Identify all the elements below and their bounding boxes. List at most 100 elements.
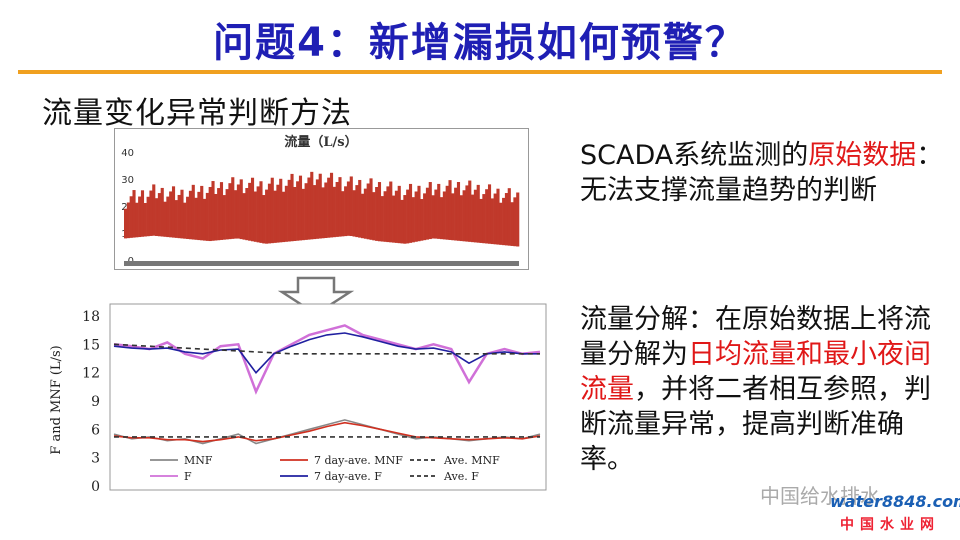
title-underline bbox=[18, 70, 942, 74]
chart1-flow-bar bbox=[341, 191, 345, 237]
chart1-flow-bar bbox=[180, 189, 184, 239]
chart2-legend-label: Ave. F bbox=[443, 470, 479, 483]
chart1-flow-bar bbox=[143, 202, 147, 237]
chart1-flow-bar bbox=[279, 178, 283, 243]
chart1-flow-bar bbox=[149, 190, 153, 236]
chart1-flow-bar bbox=[225, 189, 229, 240]
chart1-flow-bar bbox=[293, 186, 297, 241]
chart1-flow-bar bbox=[304, 183, 308, 240]
chart2-series-mnf bbox=[113, 419, 541, 445]
chart1-flow-bar bbox=[329, 172, 334, 238]
chart1-flow-bar bbox=[171, 186, 176, 238]
chart1-flow-bar bbox=[197, 191, 201, 241]
chart1-flow-bar bbox=[516, 192, 520, 247]
chart1-y-tick: 30 bbox=[121, 175, 134, 186]
chart1-flow-bar bbox=[155, 198, 159, 236]
chart1-flow-bar bbox=[499, 202, 503, 245]
water-logo-number: 8848.com bbox=[881, 492, 960, 511]
water-logo-text: water bbox=[830, 492, 882, 511]
chart1-flow-bar bbox=[380, 196, 384, 242]
chart1-flow-bar bbox=[273, 190, 277, 243]
chart1-flow-bar bbox=[132, 190, 136, 238]
chart2-series-7-day-ave-mnf bbox=[113, 421, 541, 443]
chart2-series-7-day-ave-f bbox=[113, 332, 540, 374]
chart1-flow-bar bbox=[403, 195, 407, 244]
chart1-flow-bar bbox=[358, 179, 362, 238]
chart1-flow-bar bbox=[200, 185, 204, 241]
chart1-flow-bar bbox=[301, 188, 305, 241]
chart1-flow-bar bbox=[496, 188, 500, 245]
chart1-flow-bar bbox=[377, 182, 382, 242]
chart1-flow-bar bbox=[490, 198, 494, 245]
chart1-flow-bar bbox=[400, 199, 404, 244]
chart1-flow-bar bbox=[493, 193, 497, 245]
chart1-flow-bar bbox=[124, 208, 128, 239]
chart1-flow-bar bbox=[160, 187, 164, 237]
chart1-flow-bar bbox=[296, 181, 300, 241]
chart1-flow-bar bbox=[214, 193, 218, 241]
slide-title: 问题4：新增漏损如何预警？ bbox=[213, 20, 747, 66]
chart2-y-tick: 18 bbox=[82, 309, 100, 325]
chart2-legend-label: 7 day-ave. MNF bbox=[314, 454, 403, 467]
chart1-flow-bar bbox=[239, 179, 243, 240]
chart1-flow-bar bbox=[361, 193, 365, 239]
chart1-flow-bar bbox=[479, 198, 483, 243]
text1-highlight: 原始数据 bbox=[808, 140, 917, 171]
chart1-flow-bar bbox=[146, 196, 150, 237]
chart1-flow-bar bbox=[135, 202, 139, 238]
chart2-y-ticks: 0 3 6 9 12 15 18 bbox=[82, 309, 100, 495]
chart1-flow-bar bbox=[372, 192, 376, 241]
water8848-logo: water8848.com bbox=[830, 488, 960, 512]
slide-subtitle: 流量变化异常判断方法 bbox=[42, 96, 352, 131]
chart1-flow-bar bbox=[129, 196, 133, 238]
chart1-flow-bar bbox=[502, 197, 506, 246]
chart1-flow-bar bbox=[236, 184, 240, 239]
chart1-flow-bar bbox=[205, 192, 209, 241]
chart1-flow-bar bbox=[194, 197, 198, 240]
chart2-y-tick: 12 bbox=[82, 366, 100, 382]
text2-highlight: 日均流量和最小夜间流量 bbox=[580, 339, 931, 405]
chart2-series-f bbox=[113, 324, 541, 395]
chart2-legend-label: MNF bbox=[184, 454, 213, 467]
chart1-flow-bar bbox=[420, 199, 424, 241]
chart1-y-tick: 40 bbox=[121, 148, 134, 159]
chart1-flow-bar bbox=[507, 188, 511, 246]
chart1-flow-bar bbox=[265, 189, 269, 244]
chart1-flow-bar bbox=[408, 183, 413, 243]
chart1-flow-bar bbox=[375, 187, 379, 241]
decomposition-description: 流量分解：在原始数据上将流量分解为日均流量和最小夜间流量，并将二者相互参照，判断… bbox=[580, 302, 950, 477]
chart1-flow-bar bbox=[485, 189, 489, 244]
chart1-flow-bar bbox=[231, 177, 235, 239]
chart1-flow-bar bbox=[397, 185, 401, 244]
chart1-flow-bar bbox=[256, 186, 260, 243]
chart1-flow-bar bbox=[417, 185, 421, 242]
chart1-flow-bar bbox=[248, 182, 252, 241]
chart1-flow-bar bbox=[471, 194, 475, 243]
chart2-y-axis-label: F and MNF (L/s) bbox=[49, 345, 64, 454]
text2-part-a: 流量分解：在原始数据上将流量分解为 bbox=[580, 304, 931, 370]
chart1-flow-bar bbox=[394, 190, 398, 243]
chart2-legend-label: Ave. MNF bbox=[443, 454, 500, 467]
chart1-flow-bar bbox=[366, 183, 370, 240]
chart1-flow-bar bbox=[437, 183, 441, 239]
chart1-flow-bar bbox=[465, 185, 469, 242]
chart1-flow-bar bbox=[186, 196, 190, 239]
text1-part-c: ：无法支撑流量趋势的判断 bbox=[580, 140, 944, 206]
chart1-flow-bar bbox=[157, 193, 161, 237]
chart1-flow-bar bbox=[315, 179, 319, 239]
chart2-y-tick: 15 bbox=[82, 337, 100, 353]
chart1-flow-bar bbox=[267, 183, 272, 244]
chart1-flow-bar bbox=[504, 193, 509, 246]
chart1-flow-bar bbox=[440, 197, 444, 240]
chart1-flow-bar bbox=[423, 193, 427, 241]
chart1-flow-bar bbox=[324, 182, 328, 238]
chart1-flow-bar bbox=[140, 190, 145, 237]
chart1-flow-bar bbox=[482, 194, 486, 244]
chart2-series-lines bbox=[113, 324, 541, 445]
chart1-flow-bar bbox=[138, 196, 142, 238]
chart1-flow-bar bbox=[425, 187, 430, 240]
chart2-y-tick: 0 bbox=[91, 479, 100, 495]
decomposed-flow-chart: F and MNF (L/s) 0 3 6 9 12 15 18 MNF 7 day-ave.… bbox=[49, 303, 547, 495]
chart1-flow-bar bbox=[392, 195, 396, 243]
chart1-flow-bar bbox=[355, 185, 359, 238]
